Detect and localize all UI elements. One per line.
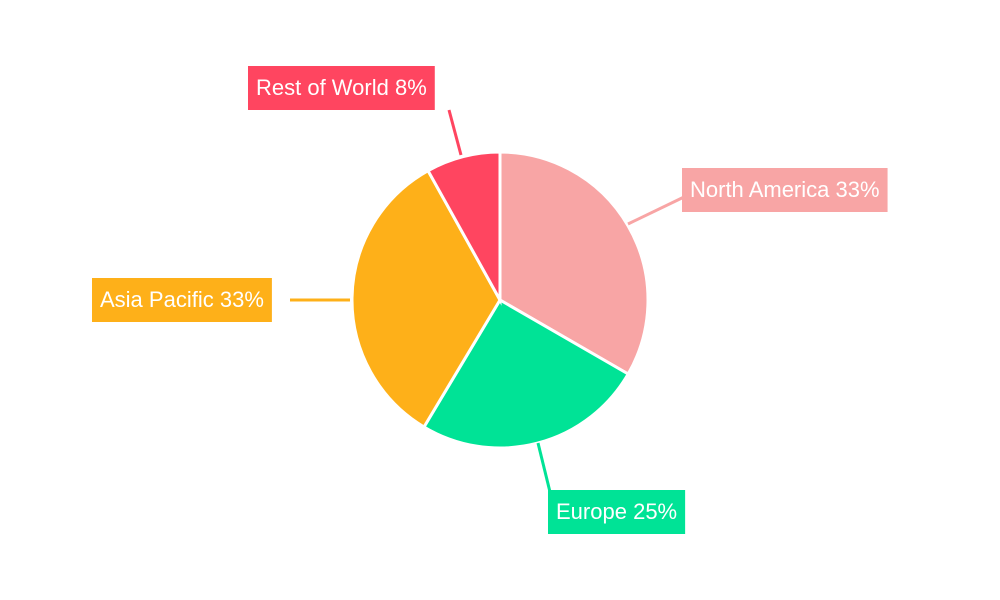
data-label: Europe 25% bbox=[556, 499, 677, 524]
leader-line bbox=[536, 442, 552, 493]
data-label: Asia Pacific 33% bbox=[100, 287, 264, 312]
pie-slice bbox=[498, 150, 650, 377]
label-box bbox=[248, 66, 435, 110]
value-label: 25% bbox=[633, 499, 677, 524]
pie-slice bbox=[426, 150, 502, 306]
leader-line bbox=[447, 109, 463, 156]
value-label: 8% bbox=[395, 75, 427, 100]
category-label: North America bbox=[690, 177, 830, 202]
label-box bbox=[548, 490, 686, 534]
label-box bbox=[682, 168, 888, 212]
category-label: Asia Pacific bbox=[100, 287, 214, 312]
category-label: Rest of World bbox=[256, 75, 389, 100]
value-label: 33% bbox=[220, 287, 264, 312]
data-label: North America 33% bbox=[690, 177, 880, 202]
label-box bbox=[92, 278, 272, 322]
value-label: 33% bbox=[836, 177, 880, 202]
data-label: Rest of World 8% bbox=[256, 75, 427, 100]
leader-line bbox=[627, 195, 685, 226]
category-label: Europe bbox=[556, 499, 627, 524]
